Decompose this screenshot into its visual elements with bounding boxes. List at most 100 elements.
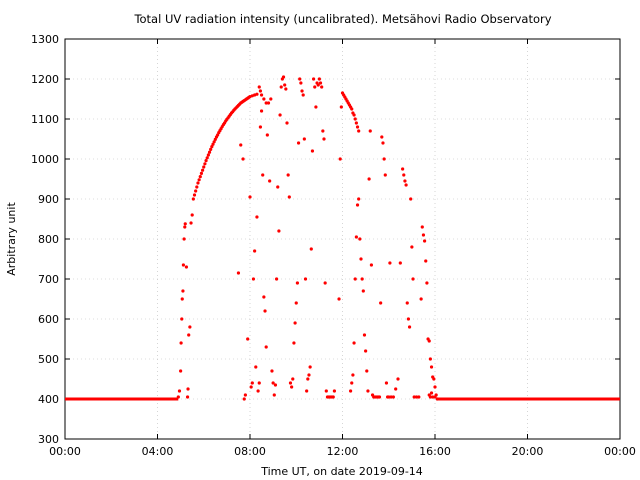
- data-point: [305, 389, 309, 393]
- data-point: [338, 157, 342, 161]
- data-point: [433, 395, 437, 399]
- data-point: [186, 387, 190, 391]
- data-point: [183, 225, 187, 229]
- y-tick-label: 300: [38, 433, 59, 446]
- x-tick-label: 00:00: [49, 445, 81, 458]
- data-point: [253, 249, 257, 253]
- data-point: [261, 173, 265, 177]
- data-point: [311, 77, 316, 81]
- data-point: [417, 395, 421, 399]
- data-point: [398, 261, 402, 265]
- data-point: [429, 391, 434, 395]
- data-point: [190, 213, 194, 217]
- data-point: [296, 141, 301, 145]
- y-tick-label: 1200: [31, 73, 59, 86]
- y-axis-label: Arbitrary unit: [5, 202, 18, 276]
- data-point: [368, 129, 372, 133]
- data-point: [352, 341, 356, 345]
- data-point: [410, 245, 414, 249]
- data-point: [276, 185, 280, 189]
- x-tick-label: 16:00: [419, 445, 451, 458]
- data-point: [310, 149, 315, 153]
- data-point: [263, 309, 267, 313]
- data-point: [359, 257, 363, 261]
- data-point: [266, 101, 271, 105]
- data-point: [197, 178, 201, 182]
- data-point: [188, 325, 192, 329]
- data-point: [351, 373, 355, 377]
- data-point: [348, 389, 353, 393]
- data-point: [187, 333, 191, 337]
- data-point: [290, 385, 294, 389]
- data-point: [262, 97, 266, 101]
- data-point: [358, 237, 362, 241]
- data-point: [299, 81, 303, 85]
- data-point: [293, 321, 297, 325]
- data-point: [250, 381, 254, 385]
- data-point: [383, 173, 387, 177]
- data-point: [377, 395, 382, 399]
- data-point: [264, 345, 268, 349]
- data-point: [269, 97, 273, 101]
- data-point: [318, 81, 323, 85]
- data-point: [429, 365, 434, 369]
- data-point: [409, 197, 413, 201]
- data-point: [324, 389, 328, 393]
- x-tick-label: 04:00: [142, 445, 174, 458]
- data-point: [389, 395, 393, 399]
- data-point: [331, 395, 335, 399]
- data-point: [320, 85, 324, 89]
- data-point: [353, 277, 357, 281]
- data-point: [283, 83, 287, 87]
- x-tick-label: 08:00: [234, 445, 266, 458]
- data-point: [339, 105, 343, 109]
- data-points: [65, 75, 620, 401]
- data-point: [308, 365, 312, 369]
- data-point: [428, 395, 432, 399]
- data-point: [294, 301, 298, 305]
- data-point: [179, 369, 183, 373]
- data-point: [273, 383, 278, 387]
- data-point: [337, 297, 341, 301]
- data-point: [242, 397, 246, 401]
- data-point: [179, 341, 183, 345]
- data-point: [213, 137, 217, 141]
- data-point: [272, 393, 276, 397]
- data-point: [207, 150, 212, 154]
- data-point: [419, 297, 423, 301]
- data-point: [204, 159, 208, 163]
- data-point: [262, 295, 266, 299]
- x-tick-label: 12:00: [327, 445, 359, 458]
- data-point: [424, 259, 428, 263]
- data-point: [256, 389, 260, 393]
- data-point: [388, 261, 392, 265]
- data-point: [357, 197, 361, 201]
- y-tick-label: 700: [38, 273, 59, 286]
- data-point: [394, 387, 398, 391]
- data-point: [210, 145, 214, 149]
- data-point: [379, 301, 383, 305]
- data-point: [369, 263, 374, 267]
- y-tick-label: 1100: [31, 113, 59, 126]
- data-point: [257, 85, 261, 89]
- data-point: [271, 381, 275, 385]
- grid: [65, 39, 620, 439]
- data-point: [364, 349, 368, 353]
- data-point: [298, 77, 302, 81]
- data-point: [258, 89, 263, 93]
- data-point: [396, 377, 400, 381]
- data-point: [286, 173, 290, 177]
- data-point: [355, 203, 360, 207]
- data-point: [306, 377, 310, 381]
- y-tick-label: 400: [38, 393, 59, 406]
- y-tick-label: 1300: [31, 33, 59, 46]
- data-point: [274, 277, 279, 281]
- data-point: [180, 297, 184, 301]
- y-tick-label: 1000: [31, 153, 59, 166]
- data-point: [176, 395, 180, 399]
- data-point: [300, 89, 304, 93]
- data-point: [435, 397, 439, 401]
- data-point: [277, 229, 281, 233]
- data-point: [360, 277, 364, 281]
- data-point: [321, 129, 325, 133]
